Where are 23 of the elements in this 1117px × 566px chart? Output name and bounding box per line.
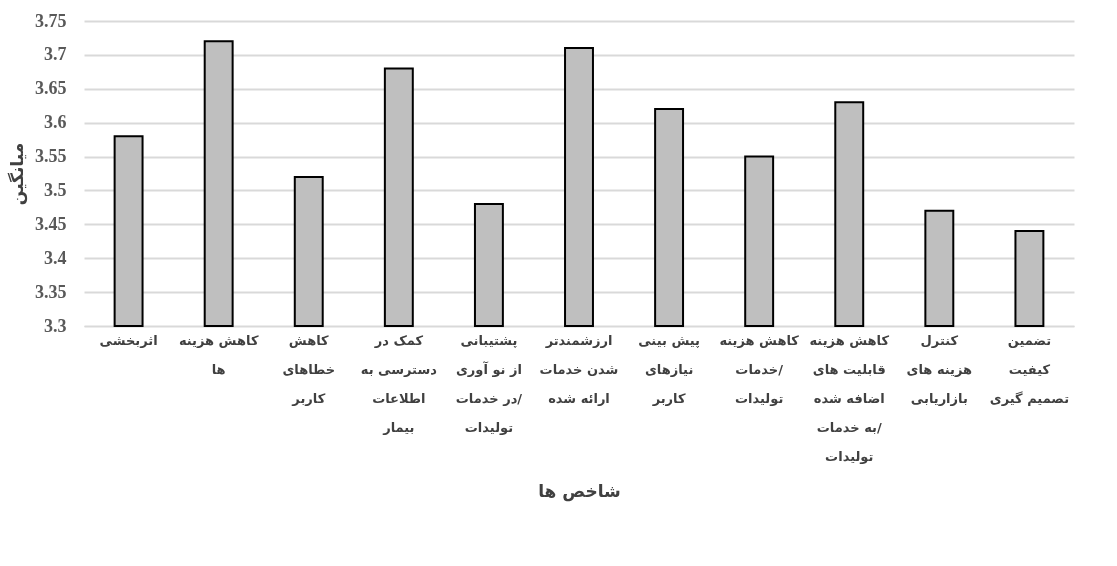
y-tick-label: 3.75 (35, 10, 67, 31)
y-tick-label: 3.7 (44, 44, 67, 65)
x-tick-label: اثربخشی (99, 332, 158, 348)
x-tick-label: کاهش هزینه خدمات/ تولیدات (719, 332, 800, 406)
x-tick-label: کمک در دسترسی به اطلاعات بیمار (360, 332, 438, 435)
y-tick-label: 3.65 (35, 78, 67, 99)
x-tick-label: کاهش خطاهای کاربر (282, 332, 336, 406)
y-tick-label: 3.5 (44, 179, 67, 200)
x-tick-label: ارزشمندتر شدن خدمات ارائه شده (539, 332, 619, 406)
y-tick-label: 3.6 (44, 112, 67, 133)
y-tick-label: 3.55 (35, 146, 67, 167)
y-tick-label: 3.35 (35, 281, 67, 302)
y-tick-label: 3.45 (35, 213, 67, 234)
x-axis-title: شاخص ها (538, 480, 621, 502)
x-tick-label: پشتیبانی از نو آوری در خدمات/ تولیدات (455, 332, 523, 435)
x-tick-label: کنترل هزینه های بازاریابی (906, 332, 973, 406)
y-axis-title: میانگین (7, 142, 28, 206)
x-tick-label: کاهش هزینه ها (178, 332, 259, 377)
x-tick-label: کاهش هزینه قابلیت های اضافه شده به خدمات/ تولیدات (809, 332, 890, 464)
x-tick-label: تضمین کیفیت تصمیم گیری (989, 332, 1070, 406)
y-tick-label: 3.3 (44, 315, 67, 336)
x-tick-label: پیش بینی نیازهای کاربر (638, 332, 700, 406)
y-tick-label: 3.4 (44, 247, 67, 268)
